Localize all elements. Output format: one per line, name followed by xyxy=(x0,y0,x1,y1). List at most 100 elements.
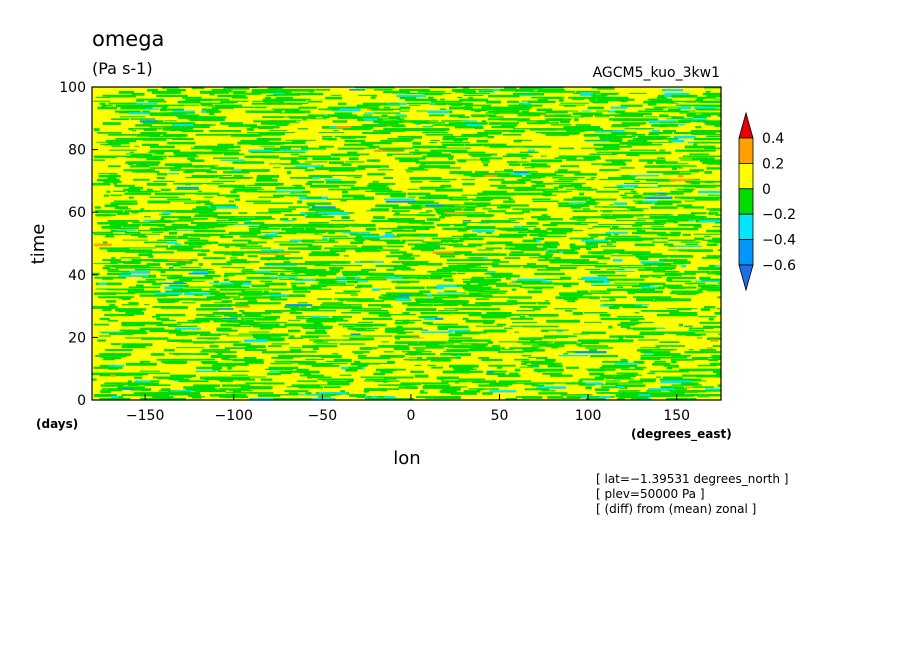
field-patch xyxy=(140,394,169,397)
field-patch xyxy=(508,198,513,201)
field-patch xyxy=(569,243,576,247)
field-patch xyxy=(648,120,677,124)
field-patch xyxy=(463,390,481,393)
field-patch xyxy=(395,114,407,116)
field-patch xyxy=(283,263,309,265)
field-patch xyxy=(273,92,301,96)
field-patch xyxy=(451,151,459,154)
field-patch xyxy=(122,225,140,228)
field-patch xyxy=(712,345,721,348)
field-patch xyxy=(441,214,471,217)
field-patch xyxy=(213,251,237,254)
field-patch xyxy=(581,239,609,242)
field-patch xyxy=(698,108,710,111)
field-patch xyxy=(150,157,167,159)
field-patch xyxy=(626,208,649,210)
field-patch xyxy=(175,135,183,138)
field-patch xyxy=(342,335,373,337)
field-patch xyxy=(387,137,411,140)
field-patch xyxy=(695,186,716,188)
field-patch xyxy=(307,335,331,337)
field-patch xyxy=(371,272,394,275)
field-patch xyxy=(670,190,692,193)
field-patch xyxy=(295,229,313,232)
field-patch xyxy=(706,94,721,98)
field-patch xyxy=(324,261,346,263)
field-patch xyxy=(640,351,670,354)
field-patch xyxy=(243,133,262,137)
field-patch xyxy=(300,306,307,308)
field-patch xyxy=(476,388,484,391)
field-patch xyxy=(115,310,143,312)
field-patch xyxy=(178,225,195,228)
field-patch xyxy=(522,210,531,213)
field-patch xyxy=(163,268,169,271)
field-patch xyxy=(254,182,284,186)
field-patch xyxy=(669,312,698,315)
field-patch xyxy=(454,312,482,315)
field-patch xyxy=(436,253,461,255)
field-patch xyxy=(545,110,568,114)
field-patch xyxy=(394,274,402,278)
field-patch xyxy=(513,225,525,229)
field-patch xyxy=(157,298,182,301)
field-patch xyxy=(444,212,462,214)
field-patch xyxy=(278,355,302,358)
field-patch xyxy=(472,349,501,352)
field-patch xyxy=(265,116,297,118)
field-patch xyxy=(719,259,721,261)
field-patch xyxy=(343,255,349,257)
field-patch xyxy=(201,360,218,364)
field-patch xyxy=(276,310,296,312)
field-patch xyxy=(537,370,542,373)
field-patch xyxy=(509,130,525,133)
field-patch xyxy=(279,112,306,114)
field-patch xyxy=(657,165,680,168)
field-patch xyxy=(647,102,657,106)
field-patch xyxy=(332,362,348,365)
field-patch xyxy=(578,159,596,161)
field-patch xyxy=(339,112,347,114)
field-patch xyxy=(254,133,281,136)
field-patch xyxy=(277,274,307,277)
field-patch xyxy=(165,220,194,222)
field-patch xyxy=(391,108,402,110)
field-patch xyxy=(544,358,556,362)
field-patch xyxy=(216,216,235,219)
field-patch xyxy=(535,132,549,134)
field-patch xyxy=(661,161,678,164)
field-patch xyxy=(194,233,225,236)
field-patch xyxy=(624,98,635,101)
field-patch xyxy=(216,333,230,335)
field-patch xyxy=(465,319,495,323)
field-patch xyxy=(279,102,309,105)
field-patch xyxy=(389,102,400,104)
field-patch xyxy=(384,233,395,237)
field-patch xyxy=(692,157,715,160)
field-patch xyxy=(701,278,721,281)
field-patch xyxy=(628,380,656,383)
field-patch xyxy=(113,182,118,185)
field-patch xyxy=(258,126,274,130)
field-patch xyxy=(683,206,705,209)
field-patch xyxy=(659,122,687,124)
field-patch xyxy=(584,139,611,141)
field-patch xyxy=(221,323,251,326)
field-patch xyxy=(611,161,625,164)
field-patch xyxy=(458,268,464,270)
field-patch xyxy=(647,133,659,136)
field-patch xyxy=(99,247,130,250)
field-patch xyxy=(249,398,276,400)
field-patch xyxy=(390,194,406,198)
field-patch xyxy=(600,317,628,321)
field-patch xyxy=(506,161,518,163)
field-patch xyxy=(275,96,293,100)
field-patch xyxy=(279,243,312,246)
field-patch xyxy=(232,188,258,192)
field-patch xyxy=(373,149,405,152)
field-patch xyxy=(617,323,635,326)
field-patch xyxy=(201,116,227,119)
field-patch xyxy=(170,390,194,392)
field-patch xyxy=(320,241,339,243)
field-patch xyxy=(124,210,143,213)
